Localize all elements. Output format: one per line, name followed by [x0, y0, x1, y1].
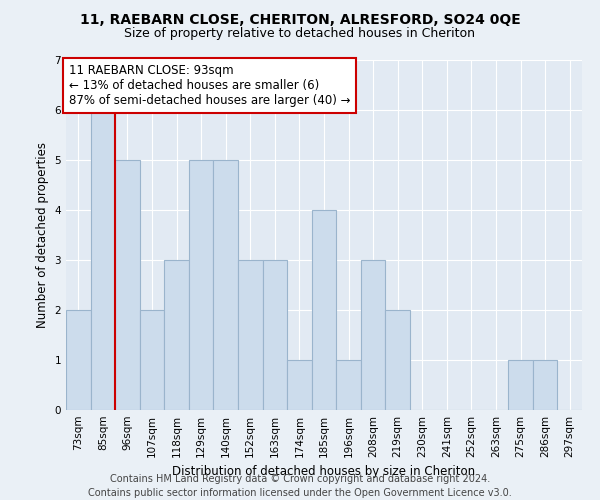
Bar — [533, 360, 557, 410]
Bar — [263, 260, 287, 410]
Bar — [238, 260, 263, 410]
Bar — [287, 360, 312, 410]
Bar — [508, 360, 533, 410]
Bar — [164, 260, 189, 410]
Text: 11, RAEBARN CLOSE, CHERITON, ALRESFORD, SO24 0QE: 11, RAEBARN CLOSE, CHERITON, ALRESFORD, … — [80, 12, 520, 26]
Text: 11 RAEBARN CLOSE: 93sqm
← 13% of detached houses are smaller (6)
87% of semi-det: 11 RAEBARN CLOSE: 93sqm ← 13% of detache… — [68, 64, 350, 107]
X-axis label: Distribution of detached houses by size in Cheriton: Distribution of detached houses by size … — [172, 466, 476, 478]
Bar — [385, 310, 410, 410]
Y-axis label: Number of detached properties: Number of detached properties — [36, 142, 49, 328]
Bar — [115, 160, 140, 410]
Bar — [361, 260, 385, 410]
Bar — [214, 160, 238, 410]
Bar — [91, 110, 115, 410]
Bar — [312, 210, 336, 410]
Text: Contains HM Land Registry data © Crown copyright and database right 2024.
Contai: Contains HM Land Registry data © Crown c… — [88, 474, 512, 498]
Bar — [336, 360, 361, 410]
Bar — [66, 310, 91, 410]
Bar — [189, 160, 214, 410]
Bar — [140, 310, 164, 410]
Text: Size of property relative to detached houses in Cheriton: Size of property relative to detached ho… — [125, 28, 476, 40]
